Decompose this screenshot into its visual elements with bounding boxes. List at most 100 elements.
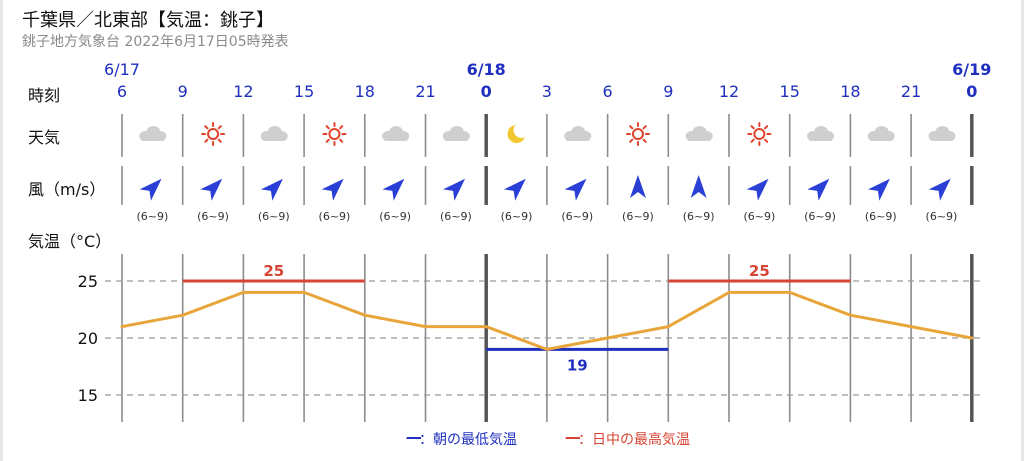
wind-arrow-icon [868, 178, 890, 201]
cloud-base [261, 135, 287, 141]
wind-arrow-shape [200, 178, 223, 201]
wind-speed-label: (6~9) [501, 210, 533, 223]
row-label-temp: 気温（°C） [28, 232, 111, 251]
sun-ray [629, 125, 634, 130]
wind-speed-label: (6~9) [865, 210, 897, 223]
cloudy-icon [382, 126, 410, 141]
time-axis: 6/17 6/18 6/19 6 9 12 15 18 21 0 3 6 9 12 15 18 21 0 [104, 60, 991, 101]
sun-ray [339, 138, 344, 143]
wind-speed-label: (6~9) [804, 210, 836, 223]
sun-disc [631, 128, 644, 140]
hour-tick-label: 12 [233, 82, 253, 101]
row-label-wind: 風（m/s） [28, 180, 105, 199]
cloudy-icon [928, 126, 956, 141]
cloud-base [383, 135, 409, 141]
panel-right-edge [1021, 0, 1024, 461]
sun-disc [207, 128, 220, 140]
wind-row: (6~9) (6~9) (6~9) (6~9) (6~9) (6~9) (6~9) (6~9)… [136, 175, 958, 223]
sunny-icon [625, 122, 650, 146]
y-tick-label: 25 [78, 272, 98, 291]
wind-arrow-icon [746, 178, 769, 201]
cloudy-icon [260, 126, 288, 141]
cloud-base [140, 135, 166, 141]
sun-ray [629, 138, 634, 143]
cloud-base [868, 135, 894, 141]
wind-speed-label: (6~9) [743, 210, 775, 223]
sun-ray [764, 125, 769, 130]
cloud-base [686, 135, 712, 141]
panel-left-edge [0, 0, 3, 461]
cloudy-icon [139, 126, 167, 141]
wind-speed-label: (6~9) [440, 210, 472, 223]
date-label: 6/19 [952, 60, 991, 79]
sunny-icon [322, 122, 347, 146]
cloudy-icon [564, 126, 592, 141]
hour-tick-label: 3 [542, 82, 552, 101]
issued-by-subtitle: 銚子地方気象台 2022年6月17日05時発表 [22, 34, 289, 50]
cloudy-icon [685, 126, 713, 141]
wind-arrow-shape [807, 178, 830, 201]
wind-arrow-shape [443, 178, 466, 201]
sun-ray [339, 125, 344, 130]
legend-min-label: ー：朝の最低気温 [405, 432, 517, 448]
hour-tick-label: 18 [355, 82, 375, 101]
cloud-base [565, 135, 591, 141]
hour-tick-label: 21 [415, 82, 435, 101]
hour-tick-label: 9 [178, 82, 188, 101]
row-label-time: 時刻 [28, 86, 60, 105]
wind-arrow-icon [321, 178, 344, 201]
wind-arrow-icon [503, 178, 526, 201]
page-title: 千葉県／北東部【気温：銚子】 [22, 10, 274, 31]
wind-speed-label: (6~9) [683, 210, 715, 223]
wind-arrow-shape [503, 178, 526, 201]
wind-speed-label: (6~9) [926, 210, 958, 223]
daily-max-label: 25 [263, 262, 284, 280]
sun-disc [328, 128, 341, 140]
wind-arrow-shape [629, 175, 646, 198]
hour-tick-label: 18 [840, 82, 860, 101]
wind-speed-label: (6~9) [258, 210, 290, 223]
sun-ray [750, 138, 755, 143]
hour-tick-label: 12 [719, 82, 739, 101]
wind-arrow-shape [321, 178, 344, 201]
wind-speed-label: (6~9) [622, 210, 654, 223]
moon-star [509, 127, 513, 131]
grid-layer [105, 114, 985, 422]
cloud-base [443, 135, 469, 141]
wind-arrow-shape [564, 178, 587, 201]
wind-arrow-shape [928, 178, 951, 201]
sun-ray [764, 138, 769, 143]
wind-arrow-shape [139, 178, 162, 201]
sun-ray [204, 138, 209, 143]
wind-arrow-shape [690, 175, 707, 198]
sunny-icon [201, 122, 226, 146]
cloudy-icon [442, 126, 470, 141]
clear-night-icon [507, 122, 530, 143]
sun-ray [325, 138, 330, 143]
wind-speed-label: (6~9) [561, 210, 593, 223]
morning-min-label: 19 [567, 356, 588, 374]
hour-tick-label: 0 [481, 82, 492, 101]
cloudy-icon [867, 126, 895, 141]
row-label-weather: 天気 [28, 128, 60, 147]
sun-ray [642, 125, 647, 130]
temperature-plot: 15 20 25 25 25 19 [78, 262, 974, 405]
wind-arrow-shape [261, 178, 283, 201]
wind-arrow-icon [564, 178, 587, 201]
hour-tick-label: 9 [663, 82, 673, 101]
y-tick-label: 15 [78, 386, 98, 405]
hour-tick-label: 15 [780, 82, 800, 101]
hour-tick-label: 15 [294, 82, 314, 101]
date-label: 6/17 [104, 60, 140, 79]
sun-ray [217, 125, 222, 130]
legend-max-label: ー：日中の最高気温 [564, 431, 690, 448]
sun-disc [753, 128, 766, 140]
daily-max-label: 25 [749, 262, 770, 280]
moon-shadow [513, 122, 530, 138]
wind-arrow-icon [807, 178, 830, 201]
weather-row [139, 122, 956, 146]
sunny-icon [747, 122, 772, 146]
wind-speed-label: (6~9) [379, 210, 411, 223]
wind-arrow-shape [746, 178, 769, 201]
